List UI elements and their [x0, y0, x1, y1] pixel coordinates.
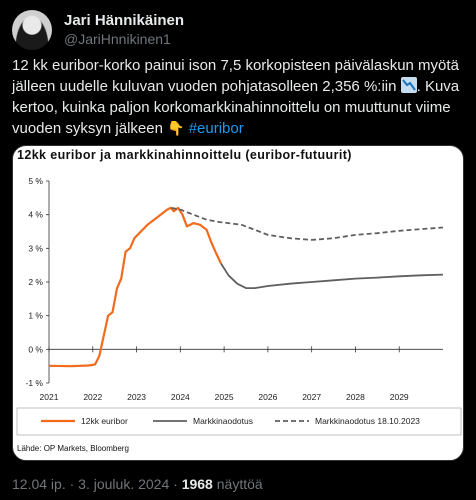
chart-source: Lähde: OP Markets, Bloomberg — [17, 444, 129, 453]
line-chart: 5 % 4 % 3 % 2 % 1 % 0 % -1 % 2021 2022 2023 2024 20… — [16, 176, 462, 436]
tweet-meta: 12.04 ip. · 3. jouluk. 2024 · 1968 näytt… — [12, 476, 263, 492]
x-tick-label: 2029 — [390, 392, 409, 402]
series-line-market — [220, 263, 444, 290]
legend-label: 12kk euribor — [81, 416, 128, 426]
avatar[interactable] — [12, 10, 52, 50]
y-tick-label: 1 % — [28, 311, 43, 321]
hashtag-link[interactable]: #euribor — [188, 120, 244, 137]
meta-separator: · — [69, 476, 75, 492]
x-tick-label: 2027 — [302, 392, 321, 402]
x-tick-label: 2025 — [215, 392, 234, 402]
y-tick-label: 2 % — [28, 277, 43, 287]
x-tick-label: 2021 — [40, 392, 59, 402]
chart-title: 12kk euribor ja markkinahinnoittelu (eur… — [17, 148, 352, 162]
x-tick-label: 2028 — [346, 392, 365, 402]
author-block: Jari Hännikäinen @JariHnnikinen1 — [64, 12, 184, 48]
pointing-down-icon: 👇 — [167, 120, 185, 136]
y-tick-label: 5 % — [28, 176, 43, 186]
tweet-text: 12 kk euribor-korko painui ison 7,5 kork… — [12, 55, 464, 139]
tweet-date[interactable]: 3. jouluk. 2024 — [78, 476, 170, 492]
legend-label: Markkinaodotus — [193, 416, 253, 426]
y-tick-label: 3 % — [28, 243, 43, 253]
x-tick-label: 2024 — [171, 392, 190, 402]
y-tick-label: 4 % — [28, 210, 43, 220]
tweet-text-after-emoji: . Kuva kertoo, kuinka paljon korkomarkki… — [12, 78, 460, 137]
x-tick-label: 2023 — [127, 392, 146, 402]
series-line-euribor — [48, 206, 222, 368]
views-label: näyttöä — [216, 476, 263, 492]
tweet-time[interactable]: 12.04 ip. — [12, 476, 66, 492]
tweet-header: Jari Hännikäinen @JariHnnikinen1 — [12, 10, 464, 50]
series-line-market-2023 — [171, 207, 444, 241]
views-count: 1968 — [181, 476, 213, 492]
tweet-media-chart[interactable]: 12kk euribor ja markkinahinnoittelu (eur… — [12, 145, 464, 461]
tweet-text-main: 12 kk euribor-korko painui ison 7,5 kork… — [12, 57, 459, 95]
meta-separator-2: · — [173, 476, 178, 492]
legend-box — [16, 407, 462, 436]
author-handle[interactable]: @JariHnnikinen1 — [64, 31, 171, 47]
chart-decreasing-icon — [400, 77, 417, 93]
x-tick-label: 2026 — [258, 392, 277, 402]
y-tick-label: 0 % — [28, 344, 43, 354]
x-tick-label: 2022 — [83, 392, 102, 402]
author-name[interactable]: Jari Hännikäinen — [64, 12, 185, 29]
y-tick-label: -1 % — [26, 378, 44, 388]
legend-label: Markkinaodotus 18.10.2023 — [315, 416, 420, 426]
